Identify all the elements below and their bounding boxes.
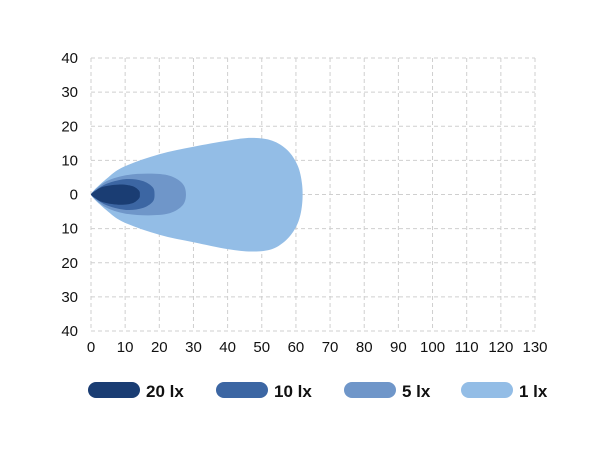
legend-item: 1 lx (461, 382, 548, 401)
y-tick-label: 20 (61, 255, 78, 272)
y-tick-label: 30 (61, 289, 78, 306)
x-tick-label: 90 (390, 339, 407, 356)
legend-label: 20 lx (146, 382, 184, 401)
legend-swatch (461, 382, 513, 398)
y-tick-label: 20 (61, 118, 78, 135)
x-tick-label: 100 (420, 339, 445, 356)
x-tick-label: 0 (87, 339, 95, 356)
x-axis-ticks: 0 10 20 30 40 50 60 70 80 90 100 110 120 130 (87, 339, 548, 356)
legend-item: 10 lx (216, 382, 312, 401)
y-axis-ticks: 40 30 20 10 0 10 20 30 40 (61, 50, 78, 340)
y-tick-label: 30 (61, 84, 78, 101)
legend: 20 lx 10 lx 5 lx 1 lx (88, 382, 548, 401)
x-tick-label: 10 (117, 339, 134, 356)
x-tick-label: 70 (322, 339, 339, 356)
y-tick-label: 40 (61, 323, 78, 340)
legend-item: 5 lx (344, 382, 431, 401)
y-tick-label: 10 (61, 152, 78, 169)
x-tick-label: 130 (522, 339, 547, 356)
legend-label: 5 lx (402, 382, 431, 401)
legend-label: 10 lx (274, 382, 312, 401)
contour-20-lx (91, 184, 140, 205)
legend-item: 20 lx (88, 382, 184, 401)
beam-contours (91, 137, 303, 252)
x-tick-label: 40 (219, 339, 236, 356)
contour-1-lx (91, 137, 303, 252)
y-tick-label: 0 (70, 187, 78, 204)
x-tick-label: 110 (455, 339, 479, 356)
x-tick-label: 20 (151, 339, 168, 356)
x-tick-label: 50 (253, 339, 270, 356)
x-tick-label: 120 (488, 339, 513, 356)
grid (90, 57, 536, 332)
y-tick-label: 40 (61, 50, 78, 67)
x-tick-label: 60 (288, 339, 305, 356)
legend-swatch (344, 382, 396, 398)
y-tick-label: 10 (61, 221, 78, 238)
x-tick-label: 80 (356, 339, 373, 356)
legend-swatch (216, 382, 268, 398)
legend-swatch (88, 382, 140, 398)
legend-label: 1 lx (519, 382, 548, 401)
x-tick-label: 30 (185, 339, 202, 356)
